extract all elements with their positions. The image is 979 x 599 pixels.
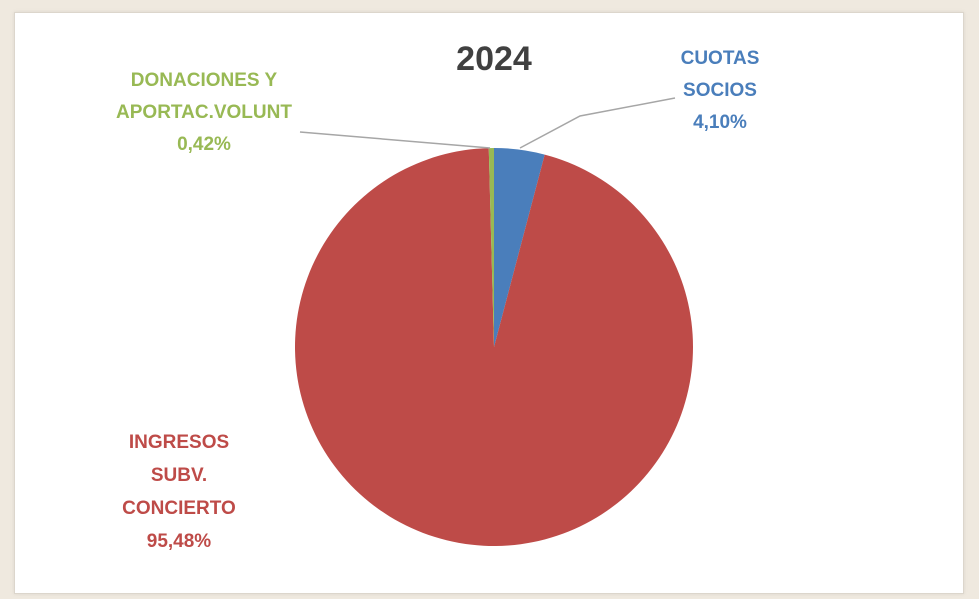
slice-label-cuotas-socios: CUOTAS SOCIOS 4,10% [681, 48, 760, 133]
leader-line-cuotas-socios [519, 97, 676, 149]
slice-value-label: 4,10% [693, 112, 747, 133]
slice-value-label: 0,42% [177, 134, 231, 155]
slice-label-ingresos-subv-concierto: INGRESOS SUBV. CONCIERTO 95,48% [122, 432, 236, 552]
slice-label-donaciones-aportac: DONACIONES Y APORTAC.VOLUNT 0,42% [116, 70, 292, 155]
pie-slice-cuotas-socios [494, 148, 545, 347]
slice-name-label: SUBV. [151, 465, 207, 486]
slice-name-label: APORTAC.VOLUNT [116, 102, 292, 123]
slice-name-label: SOCIOS [683, 80, 757, 101]
pie-slice-donaciones-aportac [488, 148, 494, 347]
slice-name-label: DONACIONES Y [131, 70, 278, 91]
slice-name-label: INGRESOS [129, 432, 229, 453]
slice-name-label: CONCIERTO [122, 498, 236, 519]
pie-slice-ingresos-subv-concierto [295, 148, 694, 547]
chart-title: 2024 [456, 40, 532, 78]
leader-line-donaciones-aportac [299, 131, 491, 149]
slice-name-label: CUOTAS [681, 48, 760, 69]
slice-value-label: 95,48% [147, 531, 212, 552]
